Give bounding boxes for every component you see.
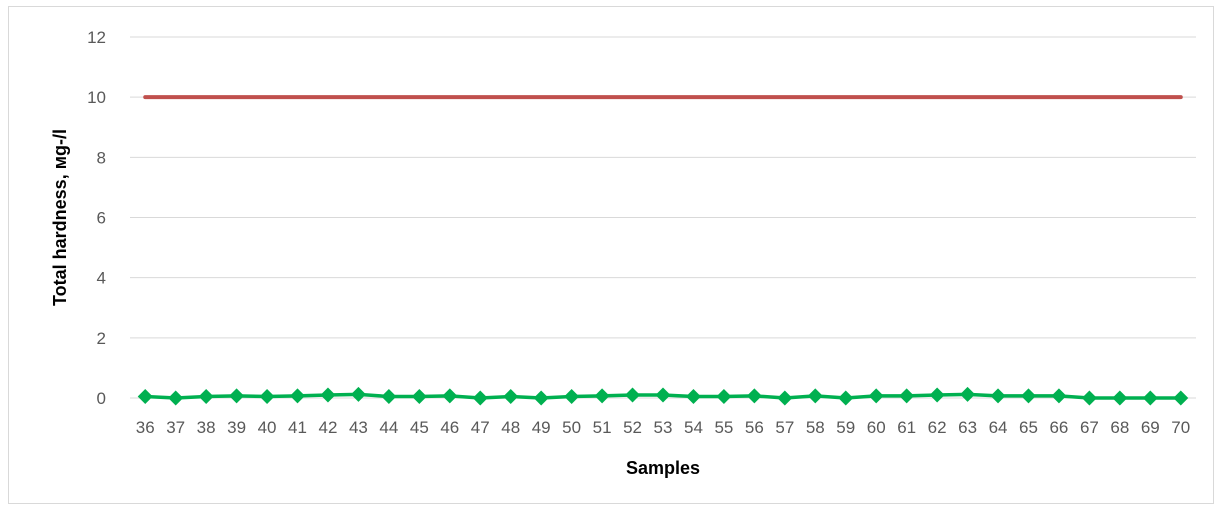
- x-tick-label: 62: [928, 418, 947, 437]
- x-tick-label: 49: [532, 418, 551, 437]
- x-tick-label: 65: [1019, 418, 1038, 437]
- x-tick-label: 61: [897, 418, 916, 437]
- x-tick-label: 38: [197, 418, 216, 437]
- x-tick-label: 50: [562, 418, 581, 437]
- data-point: [137, 388, 153, 404]
- data-point: [472, 390, 488, 406]
- data-point: [655, 387, 671, 403]
- y-tick-label: 12: [87, 28, 106, 47]
- data-point: [594, 388, 610, 404]
- data-point: [229, 388, 245, 404]
- y-tick-label: 8: [97, 148, 106, 167]
- x-tick-label: 66: [1049, 418, 1068, 437]
- series-layer: [137, 95, 1189, 406]
- data-point: [777, 390, 793, 406]
- data-point: [1173, 390, 1189, 406]
- data-point: [168, 390, 184, 406]
- x-tick-label: 59: [836, 418, 855, 437]
- x-tick-label: 53: [654, 418, 673, 437]
- x-tick-label: 44: [379, 418, 398, 437]
- data-point: [929, 387, 945, 403]
- y-tick-label: 0: [97, 389, 106, 408]
- data-point: [1051, 388, 1067, 404]
- x-tick-label: 52: [623, 418, 642, 437]
- x-tick-label: 54: [684, 418, 703, 437]
- x-tick-label: 70: [1171, 418, 1190, 437]
- data-point: [868, 388, 884, 404]
- x-tick-label: 39: [227, 418, 246, 437]
- data-point: [1081, 390, 1097, 406]
- x-tick-label: 55: [714, 418, 733, 437]
- data-point: [411, 388, 427, 404]
- gridlines: [130, 36, 1196, 399]
- data-point: [746, 388, 762, 404]
- x-tick-label: 48: [501, 418, 520, 437]
- x-tick-label: 41: [288, 418, 307, 437]
- data-point: [381, 388, 397, 404]
- data-point: [685, 388, 701, 404]
- x-tick-label: 57: [775, 418, 794, 437]
- data-point: [1020, 388, 1036, 404]
- x-tick-label: 67: [1080, 418, 1099, 437]
- data-point: [564, 388, 580, 404]
- y-tick-label: 4: [97, 269, 106, 288]
- data-point: [990, 388, 1006, 404]
- y-tick-label: 2: [97, 329, 106, 348]
- data-point: [290, 388, 306, 404]
- y-tick-label: 6: [97, 209, 106, 228]
- x-tick-label: 47: [471, 418, 490, 437]
- data-point: [625, 387, 641, 403]
- x-tick-label: 56: [745, 418, 764, 437]
- x-tick-label: 46: [440, 418, 459, 437]
- x-tick-label: 37: [166, 418, 185, 437]
- x-tick-label: 58: [806, 418, 825, 437]
- x-tick-label: 40: [258, 418, 277, 437]
- x-tick-label: 51: [593, 418, 612, 437]
- x-axis-title: Samples: [626, 458, 700, 478]
- x-tick-label: 42: [319, 418, 338, 437]
- data-point: [503, 388, 519, 404]
- x-tick-label: 43: [349, 418, 368, 437]
- data-point: [807, 388, 823, 404]
- y-axis-ticks: 0 2 4 6 8 10 12: [87, 28, 106, 408]
- data-point: [442, 388, 458, 404]
- data-point: [838, 390, 854, 406]
- x-tick-label: 68: [1110, 418, 1129, 437]
- x-tick-label: 63: [958, 418, 977, 437]
- x-axis-ticks: 36 37 38 39 40 41 42 43 44 45 46 47 48 49 50 51 52 53 54 55…: [136, 418, 1190, 437]
- x-tick-label: 36: [136, 418, 155, 437]
- x-tick-label: 69: [1141, 418, 1160, 437]
- y-tick-label: 10: [87, 88, 106, 107]
- data-point: [1112, 390, 1128, 406]
- data-point: [960, 386, 976, 402]
- data-point: [198, 388, 214, 404]
- data-point: [320, 387, 336, 403]
- data-point: [350, 386, 366, 402]
- chart-frame: [8, 6, 1214, 504]
- x-tick-label: 60: [867, 418, 886, 437]
- data-point: [716, 388, 732, 404]
- data-point: [259, 388, 275, 404]
- x-tick-label: 64: [989, 418, 1008, 437]
- data-point: [1142, 390, 1158, 406]
- data-point: [533, 390, 549, 406]
- y-axis-title: Total hardness, мg-/l: [50, 129, 70, 306]
- data-point: [899, 388, 915, 404]
- x-tick-label: 45: [410, 418, 429, 437]
